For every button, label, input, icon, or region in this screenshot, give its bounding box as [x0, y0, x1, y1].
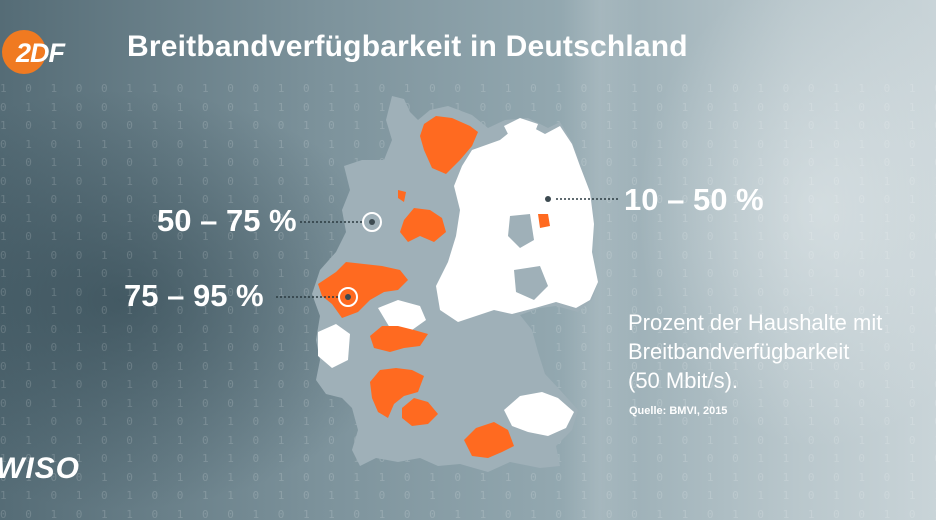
legend-label-low: 10 – 50 % — [624, 182, 764, 217]
wiso-logo: WISO — [0, 452, 80, 485]
description-line-2: Breitbandverfügbarkeit — [628, 339, 850, 364]
callout-marker-dot — [345, 294, 351, 300]
region-hannover-orange — [400, 208, 446, 242]
region-grey-inset-2 — [514, 266, 548, 300]
callout-marker-icon — [362, 212, 382, 232]
page-title: Breitbandverfügbarkeit in Deutschland — [127, 30, 688, 63]
region-ulm-orange — [402, 398, 438, 426]
description-line-1: Prozent der Haushalte mit — [628, 310, 883, 335]
region-small-orange — [398, 190, 406, 202]
region-ruhr-orange — [318, 262, 408, 318]
callout-marker-dot — [369, 219, 375, 225]
region-hamburg-orange — [420, 116, 478, 174]
zdf-logo: 2DF — [2, 30, 68, 74]
region-berlin-orange — [538, 214, 550, 228]
source-note: Quelle: BMVI, 2015 — [629, 405, 728, 417]
region-munich-orange — [464, 422, 514, 458]
callout-marker-dot — [545, 196, 551, 202]
zdf-logo-circle — [2, 30, 46, 74]
region-saar-white — [318, 324, 350, 368]
legend-label-high: 75 – 95 % — [124, 278, 264, 313]
region-hessen-white — [378, 300, 426, 330]
legend-label-mid: 50 – 75 % — [157, 203, 297, 238]
region-north-white — [504, 118, 538, 142]
region-stuttgart-orange — [370, 368, 424, 418]
callout-high — [276, 287, 358, 307]
zdf-logo-text: 2DF — [15, 38, 67, 68]
region-frankfurt-orange — [370, 326, 428, 352]
callout-mid — [300, 212, 382, 232]
callout-low — [538, 189, 620, 209]
map-description: Prozent der Haushalte mit Breitbandverfü… — [628, 308, 882, 395]
region-grey-inset-1 — [508, 214, 534, 248]
callout-marker-icon — [338, 287, 358, 307]
region-bavaria-white — [504, 392, 574, 436]
description-line-3: (50 Mbit/s). — [628, 368, 739, 393]
